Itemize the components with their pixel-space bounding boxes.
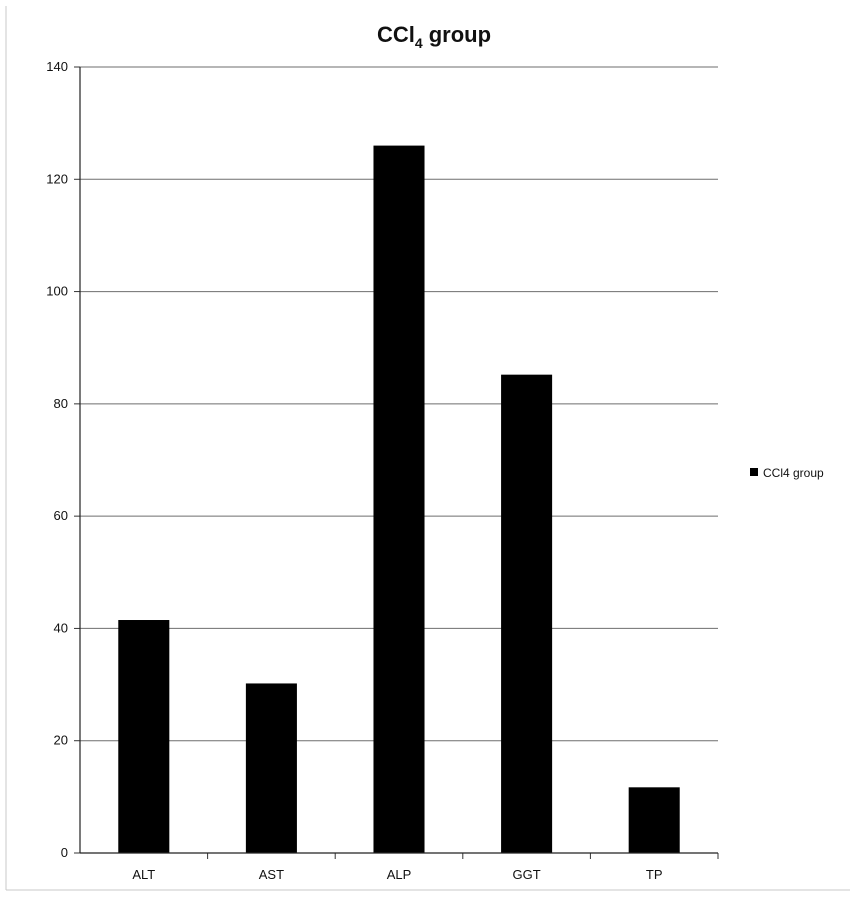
chart-title-rest: group <box>423 22 491 47</box>
y-tick-label-40: 40 <box>54 620 68 635</box>
x-tick-label-alp: ALP <box>387 867 412 882</box>
legend-swatch <box>750 468 758 476</box>
y-tick-label-0: 0 <box>61 845 68 860</box>
x-axis-labels: ALT AST ALP GGT TP <box>132 867 662 882</box>
axes <box>79 67 718 854</box>
x-tick-label-alt: ALT <box>132 867 155 882</box>
bar-alp <box>373 145 425 854</box>
x-tick-label-ast: AST <box>259 867 284 882</box>
legend-label: CCl4 group <box>763 466 824 480</box>
bar-ast <box>245 683 297 853</box>
chart-title-main: CCl <box>377 22 415 47</box>
y-axis-ticks: 0 20 40 60 80 100 120 140 <box>46 59 68 860</box>
y-tick-label-140: 140 <box>46 59 68 74</box>
y-tick-label-100: 100 <box>46 284 68 299</box>
y-tick-label-120: 120 <box>46 171 68 186</box>
y-tick-label-20: 20 <box>54 733 68 748</box>
y-tick-label-80: 80 <box>54 396 68 411</box>
legend: CCl4 group <box>750 466 824 480</box>
bar-tp <box>628 787 680 853</box>
bars <box>118 145 680 854</box>
chart-title: CCl4 group <box>377 22 491 51</box>
x-tick-label-tp: TP <box>646 867 663 882</box>
x-tick-label-ggt: GGT <box>513 867 541 882</box>
chart-title-subscript: 4 <box>415 35 423 51</box>
bar-ggt <box>501 374 553 853</box>
bar-alt <box>118 620 170 853</box>
y-tick-label-60: 60 <box>54 508 68 523</box>
